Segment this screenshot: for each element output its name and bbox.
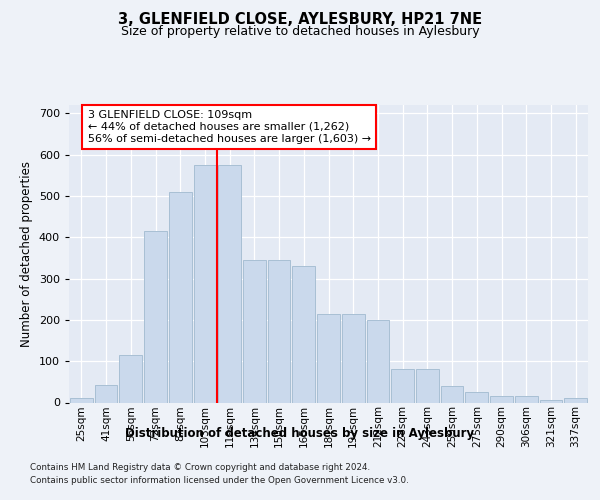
Bar bbox=[441, 386, 463, 402]
Bar bbox=[564, 398, 587, 402]
Text: 3, GLENFIELD CLOSE, AYLESBURY, HP21 7NE: 3, GLENFIELD CLOSE, AYLESBURY, HP21 7NE bbox=[118, 12, 482, 28]
Bar bbox=[70, 398, 93, 402]
Bar bbox=[194, 165, 216, 402]
Bar bbox=[391, 370, 414, 402]
Text: Contains public sector information licensed under the Open Government Licence v3: Contains public sector information licen… bbox=[30, 476, 409, 485]
Bar bbox=[317, 314, 340, 402]
Bar bbox=[218, 165, 241, 402]
Bar bbox=[292, 266, 315, 402]
Text: Size of property relative to detached houses in Aylesbury: Size of property relative to detached ho… bbox=[121, 25, 479, 38]
Bar bbox=[95, 385, 118, 402]
Bar bbox=[342, 314, 365, 402]
Bar bbox=[416, 370, 439, 402]
Bar bbox=[515, 396, 538, 402]
Bar bbox=[466, 392, 488, 402]
Text: Distribution of detached houses by size in Aylesbury: Distribution of detached houses by size … bbox=[125, 428, 475, 440]
Bar bbox=[490, 396, 513, 402]
Bar bbox=[243, 260, 266, 402]
Y-axis label: Number of detached properties: Number of detached properties bbox=[20, 161, 33, 347]
Bar bbox=[169, 192, 191, 402]
Bar bbox=[539, 400, 562, 402]
Bar bbox=[367, 320, 389, 402]
Text: Contains HM Land Registry data © Crown copyright and database right 2024.: Contains HM Land Registry data © Crown c… bbox=[30, 462, 370, 471]
Bar bbox=[268, 260, 290, 402]
Bar bbox=[119, 355, 142, 403]
Text: 3 GLENFIELD CLOSE: 109sqm
← 44% of detached houses are smaller (1,262)
56% of se: 3 GLENFIELD CLOSE: 109sqm ← 44% of detac… bbox=[88, 110, 371, 144]
Bar bbox=[144, 231, 167, 402]
